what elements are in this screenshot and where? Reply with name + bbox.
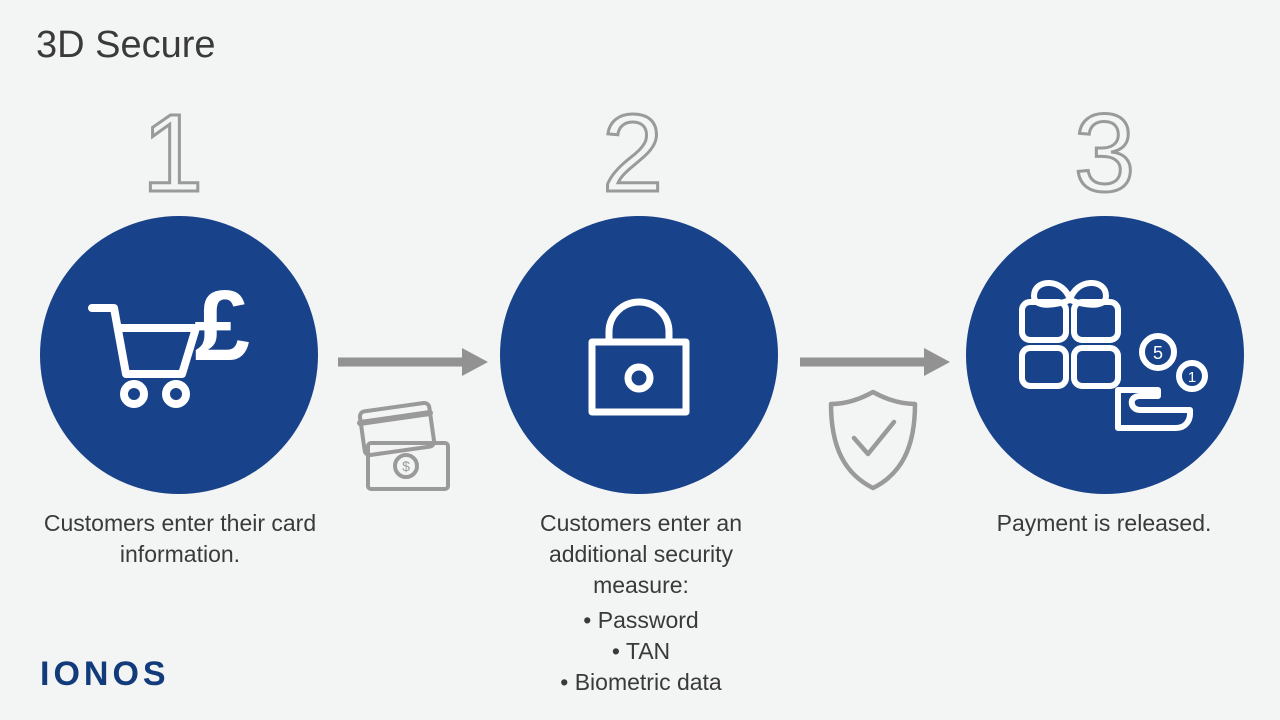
svg-text:£: £ [194,270,250,382]
step-number-2: 2 [602,90,663,217]
step-caption-1: Customers enter their card information. [34,508,326,570]
cart-pound-icon: £ [84,270,274,440]
step-caption-3: Payment is released. [956,508,1252,539]
bullet-item: Password [498,605,784,636]
arrow-1-to-2 [338,342,488,382]
bullet-item: TAN [498,636,784,667]
lock-icon [564,280,714,430]
step-circle-2 [500,216,778,494]
brand-logo: IONOS [40,655,170,694]
page-title: 3D Secure [36,24,216,67]
caption-text: Payment is released. [997,510,1212,536]
svg-text:$: $ [402,458,410,474]
cards-cash-icon: $ [348,394,458,504]
caption-bullets: Password TAN Biometric data [498,605,784,698]
arrow-2-to-3 [800,342,950,382]
caption-text: Customers enter an additional security m… [540,510,742,598]
step-number-1: 1 [142,90,203,217]
step-caption-2: Customers enter an additional security m… [498,508,784,698]
svg-text:5: 5 [1153,343,1163,363]
step-circle-3: 5 1 [966,216,1244,494]
gift-hand-icon: 5 1 [1000,260,1210,450]
caption-text: Customers enter their card information. [44,510,316,567]
shield-check-icon [818,384,928,494]
step-number-3: 3 [1074,90,1135,217]
step-circle-1: £ [40,216,318,494]
svg-text:1: 1 [1188,369,1196,386]
bullet-item: Biometric data [498,667,784,698]
